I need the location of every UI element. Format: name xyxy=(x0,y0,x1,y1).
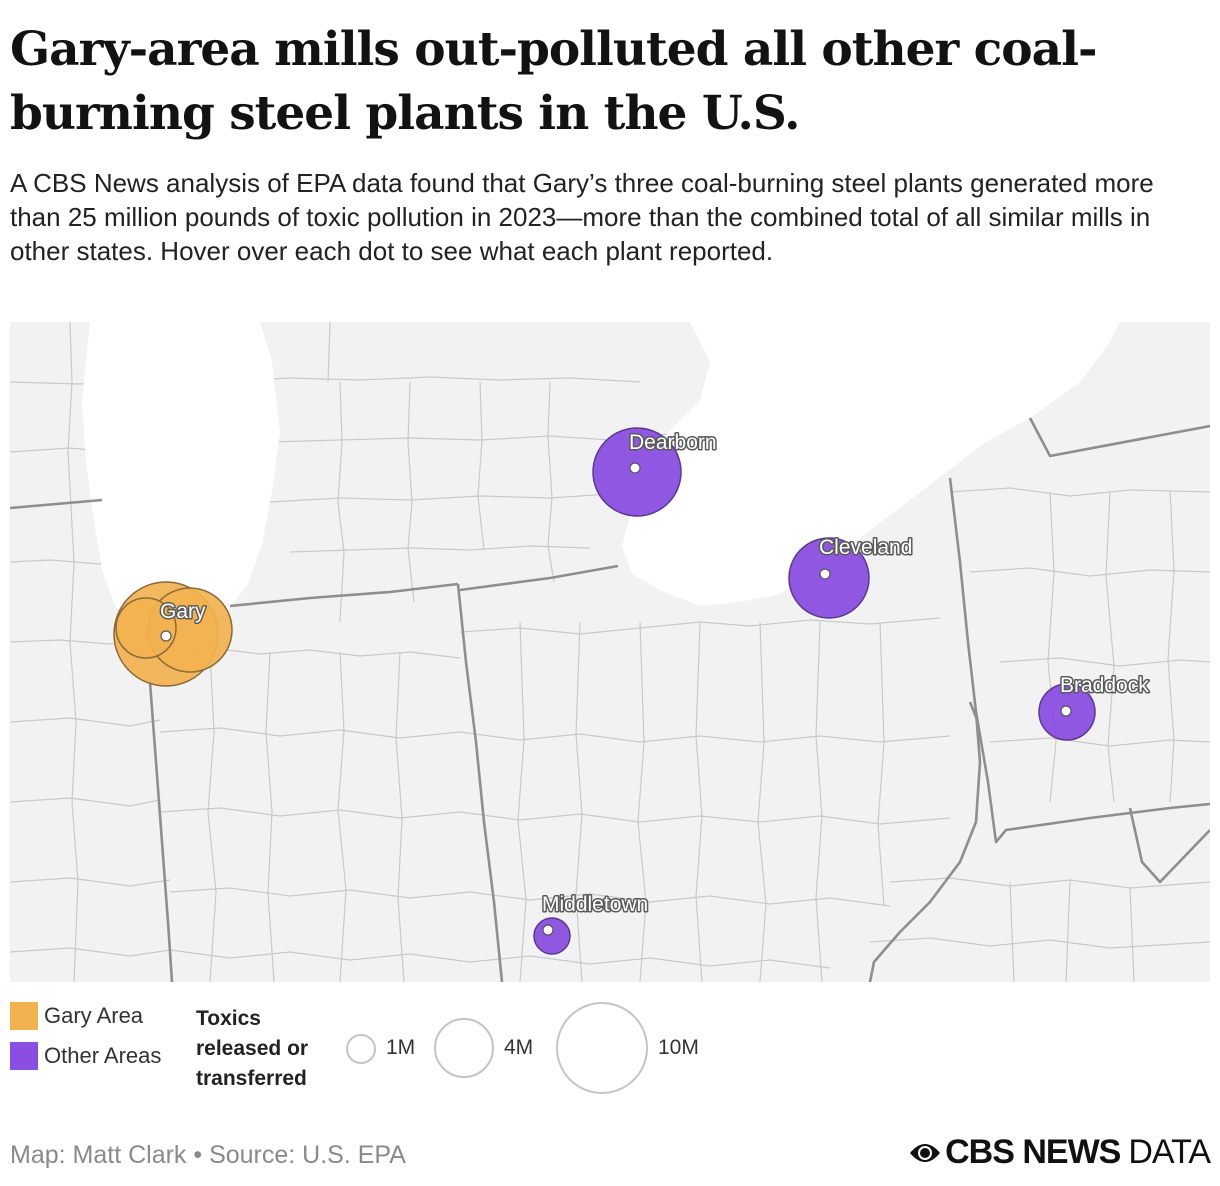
lake-michigan xyxy=(82,322,280,630)
size-label-1m: 1M xyxy=(386,1036,416,1059)
middletown-plant-circle-1[interactable] xyxy=(533,917,571,955)
state-borders xyxy=(10,417,1210,982)
braddock-label: Braddock xyxy=(1060,674,1149,697)
cleveland-location-dot xyxy=(819,568,831,580)
gary-plant-circle-3[interactable] xyxy=(115,597,177,659)
county-borders xyxy=(10,322,1210,982)
cleveland-label: Cleveland xyxy=(819,536,912,559)
logo-text-light: DATA xyxy=(1128,1133,1211,1171)
middletown-location-dot xyxy=(542,924,554,936)
middletown-label: Middletown xyxy=(542,893,648,916)
legend-label-gary: Gary Area xyxy=(44,1003,144,1028)
size-circle-10m xyxy=(556,1002,648,1094)
page-title: Gary-area mills out-polluted all other c… xyxy=(10,22,1097,141)
gary-label: Gary xyxy=(160,600,206,623)
subtitle: A CBS News analysis of EPA data found th… xyxy=(10,168,1154,266)
dearborn-location-dot xyxy=(629,462,641,474)
legend-item-other-areas: Other Areas xyxy=(10,1042,161,1070)
cleveland-plant-circle-1[interactable] xyxy=(788,537,870,619)
cbs-eye-icon xyxy=(910,1143,941,1162)
logo-text-bold: CBS NEWS xyxy=(945,1133,1121,1171)
map-svg: Gary Dearborn Cleveland Braddock Middletown xyxy=(10,322,1210,982)
legend: Gary Area Other Areas Toxics released or… xyxy=(10,1000,910,1100)
legend-swatch-other xyxy=(10,1042,38,1070)
size-label-4m: 4M xyxy=(504,1036,534,1059)
size-circle-1m xyxy=(346,1034,376,1064)
dearborn-label: Dearborn xyxy=(629,431,717,454)
gary-location-dot xyxy=(160,630,172,642)
credit-line: Map: Matt Clark • Source: U.S. EPA xyxy=(10,1141,406,1169)
water-bodies xyxy=(82,322,1120,630)
cbs-news-data-logo: CBS NEWS DATA xyxy=(909,1133,1211,1172)
braddock-location-dot xyxy=(1060,705,1072,717)
map: Gary Dearborn Cleveland Braddock Middletown xyxy=(10,322,1210,982)
legend-item-gary-area: Gary Area xyxy=(10,1002,143,1030)
legend-label-other: Other Areas xyxy=(44,1043,162,1068)
lake-erie-and-huron xyxy=(622,322,1120,606)
size-circle-4m xyxy=(434,1018,494,1078)
plant-markers: Gary Dearborn Cleveland Braddock Middletown xyxy=(113,427,1151,955)
size-label-10m: 10M xyxy=(658,1036,699,1059)
legend-swatch-gary xyxy=(10,1002,38,1030)
size-legend-title: Toxics released or transferred xyxy=(196,1007,309,1090)
